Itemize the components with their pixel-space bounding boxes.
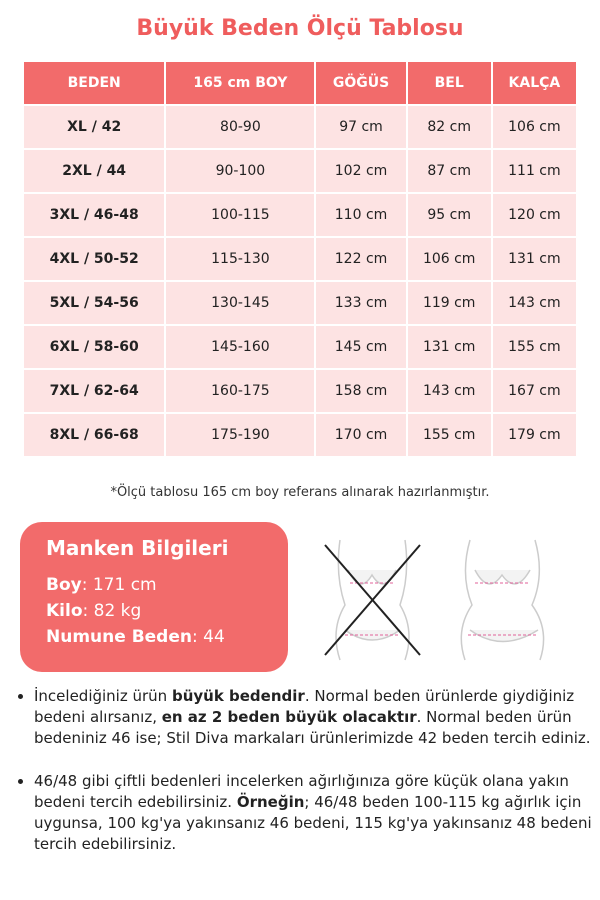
note-text: Örneğin: [236, 793, 305, 811]
header-row: BEDEN 165 cm BOY GÖĞÜS BEL KALÇA: [21, 60, 579, 106]
table-cell: 7XL / 62-64: [21, 368, 167, 414]
model-item: Kilo: 82 kg: [46, 598, 262, 624]
model-label: Boy: [46, 575, 82, 595]
table-cell: 119 cm: [405, 280, 493, 326]
model-info: Manken Bilgileri Boy: 171 cm Kilo: 82 kg N…: [20, 522, 288, 672]
table-cell: 167 cm: [490, 368, 579, 414]
table-row: 4XL / 50-52 115-130 122 cm 106 cm 131 cm: [21, 236, 579, 282]
table-row: 3XL / 46-48 100-115 110 cm 95 cm 120 cm: [21, 192, 579, 238]
table-cell: 143 cm: [490, 280, 579, 326]
table-cell: 6XL / 58-60: [21, 324, 167, 370]
table-cell: 106 cm: [490, 104, 579, 150]
table-cell: 130-145: [164, 280, 317, 326]
note-text: İncelediğiniz ürün: [34, 687, 172, 705]
table-cell: 110 cm: [314, 192, 408, 238]
table-cell: 170 cm: [314, 412, 408, 458]
table-cell: 145-160: [164, 324, 317, 370]
table-cell: XL / 42: [21, 104, 167, 150]
column-header: BEL: [405, 60, 493, 106]
model-title: Manken Bilgileri: [46, 536, 229, 560]
note-text: 46/48 gibi çiftli bedenleri incelerken a…: [34, 772, 569, 811]
table-cell: 2XL / 44: [21, 148, 167, 194]
table-row: 7XL / 62-64 160-175 158 cm 143 cm 167 cm: [21, 368, 579, 414]
note-text: . Normal beden ürün bedeniniz 46 ise; St…: [34, 708, 591, 747]
table-cell: 106 cm: [405, 236, 493, 282]
table-cell: 115-130: [164, 236, 317, 282]
note-text: . Normal beden ürünlerde giydiğiniz bede…: [34, 687, 575, 726]
model-item: Boy: 171 cm: [46, 572, 262, 598]
table-cell: 97 cm: [314, 104, 408, 150]
model-value: : 82 kg: [82, 601, 142, 621]
table-cell: 158 cm: [314, 368, 408, 414]
note: İncelediğiniz ürün büyük bedendir. Norma…: [34, 686, 594, 749]
column-header: GÖĞÜS: [314, 60, 408, 106]
table-cell: 175-190: [164, 412, 317, 458]
footnote: *Ölçü tablosu 165 cm boy referans alınar…: [110, 485, 490, 500]
table-row: 6XL / 58-60 145-160 145 cm 131 cm 155 cm: [21, 324, 579, 370]
model-value: : 44: [192, 627, 225, 647]
table-cell: 120 cm: [490, 192, 579, 238]
size-table: BEDEN 165 cm BOY GÖĞÜS BEL KALÇA XL / 42 80-90…: [21, 60, 579, 458]
table-cell: 100-115: [164, 192, 317, 238]
table-cell: 5XL / 54-56: [21, 280, 167, 326]
table-cell: 4XL / 50-52: [21, 236, 167, 282]
title: Büyük Beden Ölçü Tablosu: [136, 16, 464, 41]
table-cell: 82 cm: [405, 104, 493, 150]
table-row: XL / 42 80-90 97 cm 82 cm 106 cm: [21, 104, 579, 150]
table-cell: 160-175: [164, 368, 317, 414]
column-header: BEDEN: [21, 60, 167, 106]
table-cell: 131 cm: [405, 324, 493, 370]
table-cell: 90-100: [164, 148, 317, 194]
notes: İncelediğiniz ürün büyük bedendir. Norma…: [18, 686, 594, 877]
table-cell: 155 cm: [405, 412, 493, 458]
table-row: 2XL / 44 90-100 102 cm 87 cm 111 cm: [21, 148, 579, 194]
model-item: Numune Beden: 44: [46, 624, 262, 650]
table-cell: 145 cm: [314, 324, 408, 370]
note-text: büyük bedendir: [171, 687, 305, 705]
table-row: 8XL / 66-68 175-190 170 cm 155 cm 179 cm: [21, 412, 579, 458]
figures: [324, 539, 545, 661]
note: 46/48 gibi çiftli bedenleri incelerken a…: [34, 771, 594, 855]
table-cell: 143 cm: [405, 368, 493, 414]
table-cell: 3XL / 46-48: [21, 192, 167, 238]
table-cell: 122 cm: [314, 236, 408, 282]
model-label: Kilo: [46, 601, 83, 621]
table-cell: 133 cm: [314, 280, 408, 326]
table-cell: 8XL / 66-68: [21, 412, 167, 458]
table-cell: 80-90: [164, 104, 317, 150]
note-text: ; 46/48 beden 100-115 kg ağırlık için uy…: [34, 793, 592, 853]
table-row: 5XL / 54-56 130-145 133 cm 119 cm 143 cm: [21, 280, 579, 326]
column-header: 165 cm BOY: [164, 60, 317, 106]
column-header: KALÇA: [490, 60, 579, 106]
table-cell: 95 cm: [405, 192, 493, 238]
table-cell: 131 cm: [490, 236, 579, 282]
model-label: Numune Beden: [46, 627, 192, 647]
table-cell: 102 cm: [314, 148, 408, 194]
table-cell: 179 cm: [490, 412, 579, 458]
note-text: en az 2 beden büyük olacaktır: [161, 708, 417, 726]
model-value: : 171 cm: [81, 575, 157, 595]
table-cell: 155 cm: [490, 324, 579, 370]
table-cell: 111 cm: [490, 148, 579, 194]
table-cell: 87 cm: [405, 148, 493, 194]
